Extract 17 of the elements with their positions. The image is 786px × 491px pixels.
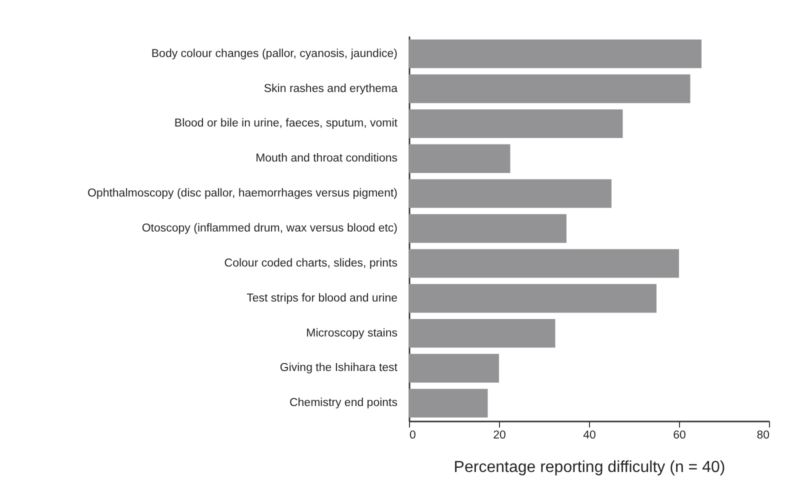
y-tick-label: Giving the Ishihara test xyxy=(280,362,398,374)
y-tick-label: Microscopy stains xyxy=(306,327,398,340)
y-tick-label: Otoscopy (inflammed drum, wax versus blood etc) xyxy=(142,222,398,234)
y-tick-label: Ophthalmoscopy (disc pallor, haemorrhages versus pigment) xyxy=(87,188,398,200)
y-tick-label: Body colour changes (pallor, cyanosis, jaundice) xyxy=(151,48,398,60)
x-tick-label: 40 xyxy=(583,430,596,442)
y-tick-label: Test strips for blood and urine xyxy=(246,292,398,304)
x-tick-label: 60 xyxy=(673,430,686,442)
x-tick-label: 80 xyxy=(756,430,770,442)
x-axis-title: Percentage reporting difficulty (n = 40) xyxy=(454,459,726,476)
x-tick-label: 0 xyxy=(410,430,416,442)
y-tick-label: Colour coded charts, slides, prints xyxy=(224,257,398,270)
y-tick-label: Mouth and throat conditions xyxy=(256,152,398,165)
y-tick-label: Chemistry end points xyxy=(289,397,398,410)
x-tick-label: 20 xyxy=(493,430,506,442)
y-tick-label: Blood or bile in urine, faeces, sputum, vomit xyxy=(174,118,398,130)
y-tick-label: Skin rashes and erythema xyxy=(264,82,398,95)
